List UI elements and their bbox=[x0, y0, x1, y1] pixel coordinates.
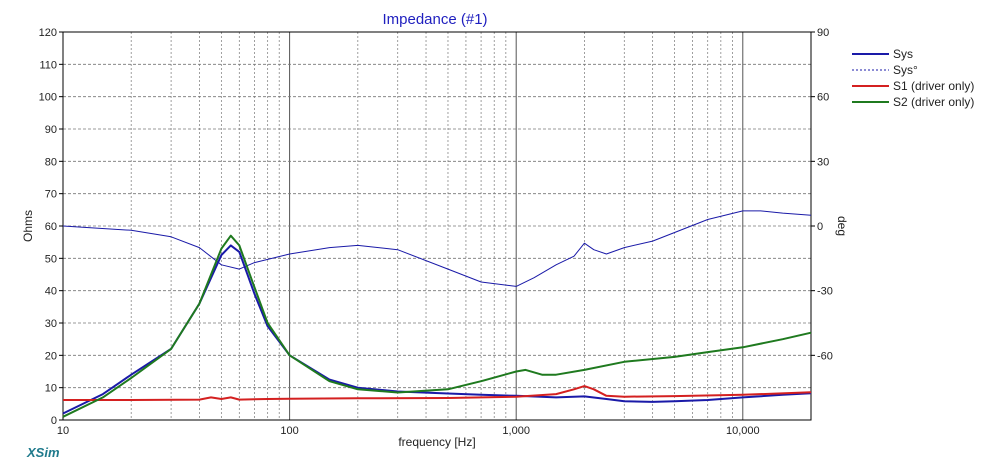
series-line-1 bbox=[62, 210, 812, 287]
y-axis-right-label: deg bbox=[835, 216, 849, 236]
legend-label: S1 (driver only) bbox=[893, 79, 974, 93]
y-right-tick-label: -60 bbox=[817, 350, 833, 362]
y-right-tick-label: 90 bbox=[817, 27, 829, 39]
legend: Sys Sys° S1 (driver only) S2 (driver only) bbox=[852, 47, 974, 109]
y-left-tick-label: 70 bbox=[45, 189, 57, 201]
y-left-tick-label: 30 bbox=[45, 318, 57, 330]
series-line-2 bbox=[63, 385, 812, 401]
x-axis-label: frequency [Hz] bbox=[398, 435, 475, 449]
series-line-3 bbox=[62, 234, 812, 418]
x-axis: 10 100 1,000 10,000 bbox=[57, 425, 760, 437]
app-brand-logo: XSim bbox=[26, 445, 60, 460]
y-right-tick-label: 0 bbox=[817, 221, 823, 233]
x-tick-label: 10,000 bbox=[726, 425, 760, 437]
y-left-tick-label: 80 bbox=[45, 156, 57, 168]
y-left-tick-label: 40 bbox=[45, 286, 57, 298]
y-left-tick-label: 110 bbox=[39, 59, 57, 71]
y-left-tick-label: 100 bbox=[39, 92, 57, 104]
y-left-tick-label: 0 bbox=[51, 415, 57, 427]
y-left-tick-label: 50 bbox=[45, 253, 57, 265]
y-axis-left-label: Ohms bbox=[21, 210, 35, 242]
y-right-tick-label: -30 bbox=[817, 286, 833, 298]
chart-title: Impedance (#1) bbox=[382, 11, 487, 28]
y-axis-left: 0 10 20 30 40 50 60 70 80 90 100 110 120 bbox=[39, 27, 63, 427]
y-left-tick-label: 20 bbox=[45, 350, 57, 362]
y-left-tick-label: 120 bbox=[39, 27, 57, 39]
legend-label: S2 (driver only) bbox=[893, 95, 974, 109]
x-tick-label: 100 bbox=[280, 425, 298, 437]
grid bbox=[63, 32, 811, 420]
legend-label: Sys bbox=[893, 47, 913, 61]
y-axis-right: 90 60 30 0 -30 -60 bbox=[811, 27, 833, 362]
series-group bbox=[62, 210, 812, 418]
x-tick-label: 1,000 bbox=[502, 425, 530, 437]
x-tick-label: 10 bbox=[57, 425, 69, 437]
y-right-tick-label: 30 bbox=[817, 156, 829, 168]
y-left-tick-label: 90 bbox=[45, 124, 57, 136]
legend-label: Sys° bbox=[893, 63, 918, 77]
y-right-tick-label: 60 bbox=[817, 92, 829, 104]
y-left-tick-label: 10 bbox=[45, 383, 57, 395]
series-line-0 bbox=[62, 244, 812, 415]
y-left-tick-label: 60 bbox=[45, 221, 57, 233]
